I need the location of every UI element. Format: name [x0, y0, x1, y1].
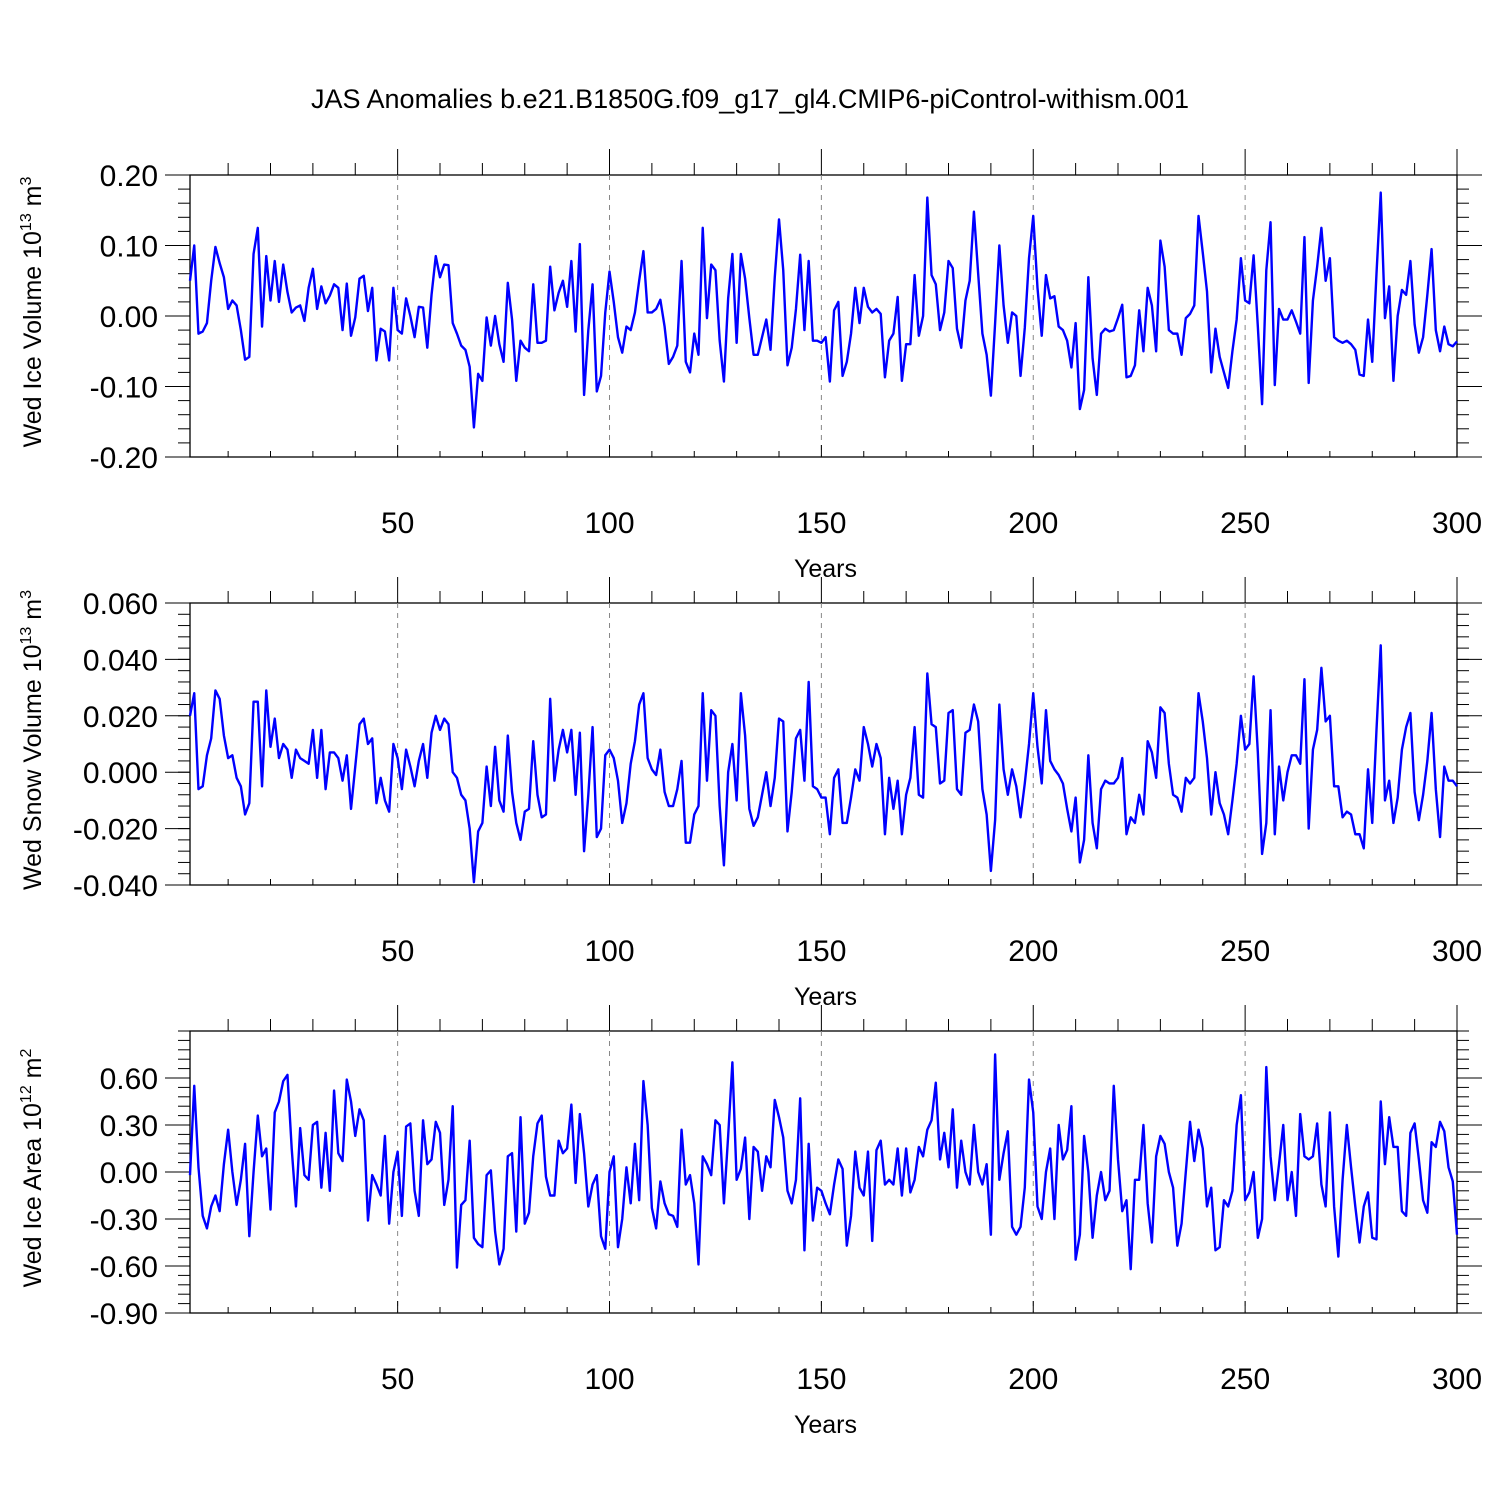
- y-tick-label: 0.10: [100, 231, 158, 264]
- x-tick-label: 100: [584, 935, 634, 968]
- y-axis-label: Wed Snow Volume 1013 m3: [18, 590, 47, 890]
- x-tick-label: 300: [1432, 935, 1482, 968]
- x-tick-label: 150: [796, 507, 846, 540]
- plot-frame: [189, 602, 1458, 886]
- y-axis-label-text: Wed Snow Volume 10: [19, 644, 47, 890]
- y-tick-label: 0.00: [100, 301, 158, 334]
- x-axis-label: Years: [794, 1411, 857, 1439]
- y-tick-label: 0.060: [83, 588, 158, 621]
- y-axis-label-unit-exponent: 3: [18, 590, 35, 599]
- x-tick-label: 100: [584, 507, 634, 540]
- y-axis-label-unit: m: [19, 185, 47, 213]
- x-tick-label: 200: [1008, 1363, 1058, 1396]
- x-tick-label: 150: [796, 935, 846, 968]
- x-tick-label: 250: [1220, 1363, 1270, 1396]
- y-tick-label: 0.020: [83, 701, 158, 734]
- y-tick-label: -0.90: [90, 1298, 158, 1331]
- y-axis-label-unit: m: [19, 599, 47, 627]
- y-tick-label: -0.30: [90, 1204, 158, 1237]
- series-line: [188, 644, 1458, 884]
- y-tick-label: 0.30: [100, 1110, 158, 1143]
- panel-3: 50 100 150 200 250 300 -0.90 -0.60 -0.30 0.00 0.30…: [18, 1005, 1482, 1439]
- y-axis-label-unit-exponent: 2: [18, 1048, 35, 1057]
- chart-title: JAS Anomalies b.e21.B1850G.f09_g17_gl4.C…: [311, 84, 1189, 114]
- x-tick-label: 200: [1008, 935, 1058, 968]
- y-tick-label: 0.000: [83, 757, 158, 790]
- y-tick-label: -0.10: [90, 372, 158, 405]
- y-tick-label: -0.20: [90, 442, 158, 475]
- y-axis-label-unit: m: [19, 1057, 47, 1085]
- series-line: [188, 1053, 1459, 1271]
- x-tick-label: 50: [381, 1363, 414, 1396]
- y-axis-label-text: Wed Ice Volume 10: [19, 231, 47, 447]
- y-tick-label: -0.040: [73, 870, 158, 903]
- plot-frame: [189, 174, 1458, 458]
- y-tick-label: 0.040: [83, 644, 158, 677]
- y-axis-label-exponent: 12: [18, 1085, 35, 1103]
- x-tick-label: 200: [1008, 507, 1058, 540]
- panel-2: 50 100 150 200 250 300 -0.040 -0.020 0.000 0.020 0…: [18, 577, 1482, 1011]
- y-tick-label: -0.60: [90, 1251, 158, 1284]
- y-axis-label: Wed Ice Volume 1013 m3: [18, 176, 47, 447]
- x-tick-label: 100: [584, 1363, 634, 1396]
- y-tick-label: 0.60: [100, 1063, 158, 1096]
- y-axis-label-exponent: 13: [18, 627, 35, 645]
- x-tick-label: 250: [1220, 507, 1270, 540]
- x-tick-label: 50: [381, 507, 414, 540]
- x-tick-label: 150: [796, 1363, 846, 1396]
- x-tick-label: 300: [1432, 507, 1482, 540]
- y-tick-label: 0.00: [100, 1157, 158, 1190]
- series-line: [188, 191, 1458, 429]
- x-axis-label: Years: [794, 555, 857, 583]
- y-axis-label-text: Wed Ice Area 10: [19, 1103, 47, 1287]
- y-tick-label: -0.020: [73, 814, 158, 847]
- x-tick-label: 250: [1220, 935, 1270, 968]
- panel-1: 50 100 150 200 250 300 -0.20 -0.10 0.00 0.10 0.20 Y…: [18, 149, 1482, 583]
- y-axis-label-exponent: 13: [18, 213, 35, 231]
- x-tick-label: 300: [1432, 1363, 1482, 1396]
- y-tick-label: 0.20: [100, 160, 158, 193]
- x-tick-label: 50: [381, 935, 414, 968]
- x-axis-label: Years: [794, 983, 857, 1011]
- y-axis-label: Wed Ice Area 1012 m2: [18, 1048, 47, 1287]
- y-axis-label-unit-exponent: 3: [18, 176, 35, 185]
